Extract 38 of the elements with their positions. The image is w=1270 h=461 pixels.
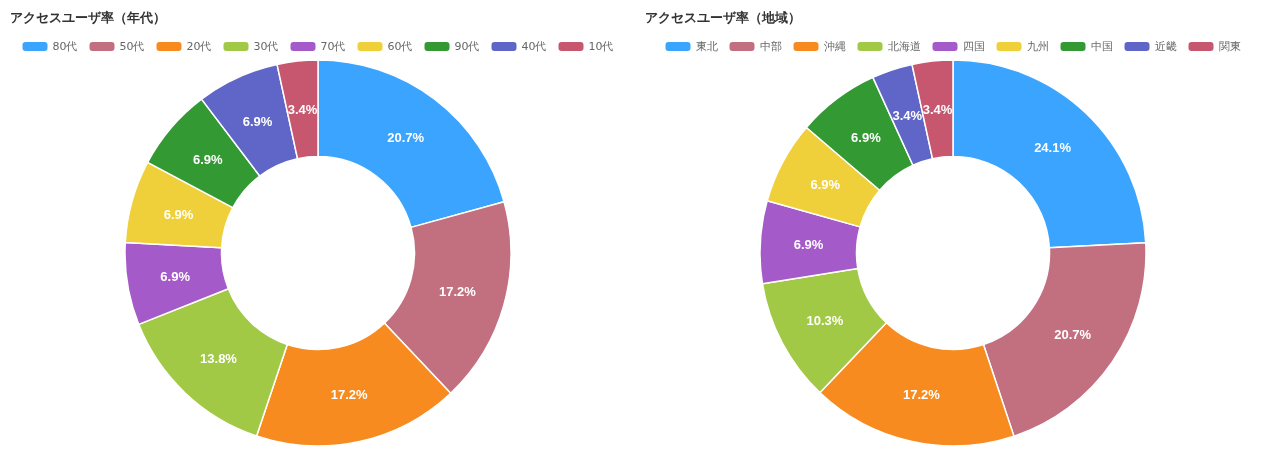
data-label: 6.9% <box>160 268 191 284</box>
data-label: 3.4% <box>892 108 923 124</box>
data-label: 17.2% <box>438 284 477 300</box>
data-label: 20.7% <box>1054 327 1092 342</box>
legend-label: 90代 <box>454 40 480 53</box>
legend-label: 30代 <box>253 40 279 53</box>
legend-label: 80代 <box>52 40 78 53</box>
legend-label: 九州 <box>1026 40 1049 53</box>
legend-label: 沖縄 <box>823 40 846 53</box>
data-label: 17.2% <box>330 386 369 402</box>
legend-label: 中国 <box>1090 40 1113 53</box>
data-label: 3.4% <box>922 101 953 117</box>
legend-label: 関東 <box>1218 40 1241 53</box>
chart-title: アクセスユーザ率（年代） <box>10 10 166 25</box>
legend-label: 40代 <box>521 40 547 53</box>
data-label: 6.9% <box>810 177 841 193</box>
data-label: 13.8% <box>200 350 238 366</box>
legend-label: 北海道 <box>887 40 921 53</box>
legend-label: 10代 <box>588 40 614 53</box>
legend-label: 50代 <box>119 40 145 53</box>
data-label: 6.9% <box>242 113 273 129</box>
data-label: 6.9% <box>793 237 824 253</box>
chart-title: アクセスユーザ率（地域） <box>645 10 801 25</box>
legend-label: 60代 <box>387 40 413 53</box>
data-label: 6.9% <box>163 206 194 222</box>
legend-label: 東北 <box>695 40 718 53</box>
legend-label: 20代 <box>186 40 212 53</box>
legend-label: 中部 <box>759 40 782 53</box>
data-label: 20.7% <box>387 130 425 146</box>
legend-label: 70代 <box>320 40 346 53</box>
data-label: 24.1% <box>1034 140 1072 156</box>
legend-label: 近畿 <box>1154 40 1177 53</box>
data-label: 3.4% <box>287 101 318 117</box>
legend-label: 四国 <box>962 40 985 53</box>
data-label: 6.9% <box>193 151 224 167</box>
data-label: 6.9% <box>851 129 882 145</box>
data-label: 10.3% <box>806 312 844 328</box>
data-label: 17.2% <box>902 386 941 402</box>
